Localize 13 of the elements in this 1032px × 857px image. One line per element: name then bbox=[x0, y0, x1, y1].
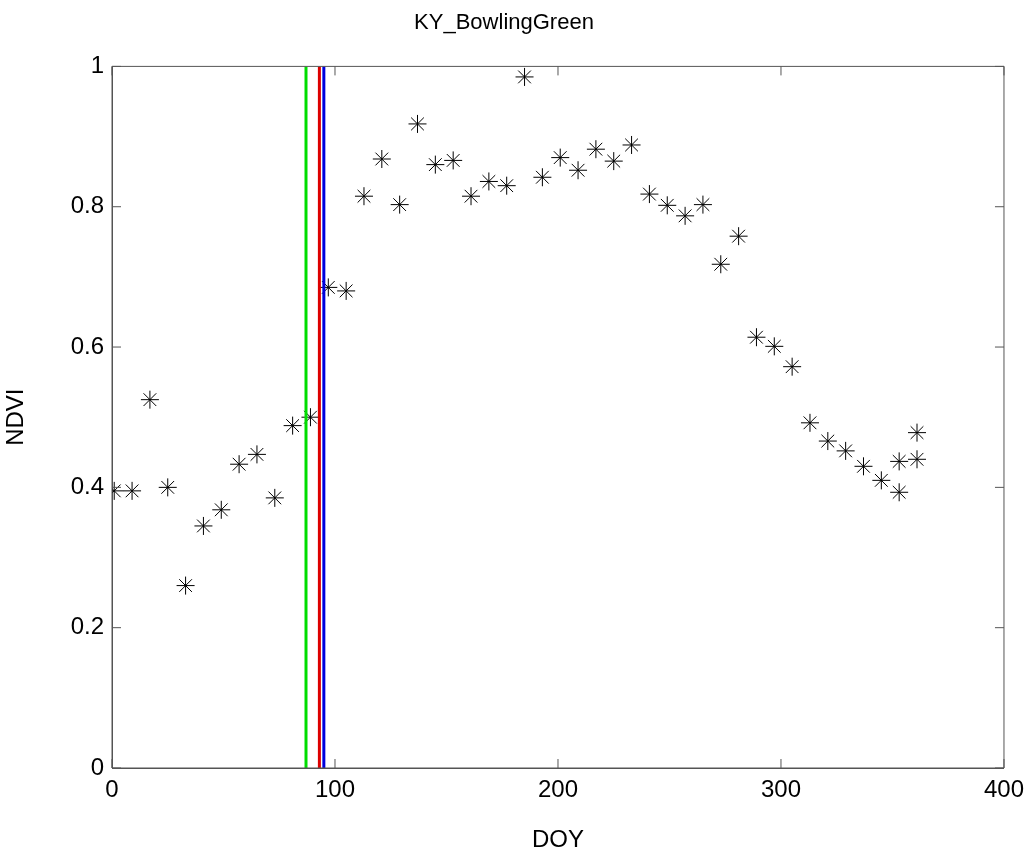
y-tick-label: 0.8 bbox=[70, 191, 104, 219]
x-axis-title: DOY bbox=[531, 825, 584, 853]
y-tick-label: 1 bbox=[90, 51, 104, 79]
chart-title: KY_BowlingGreen bbox=[414, 9, 594, 35]
x-tick-label: 100 bbox=[314, 775, 356, 803]
x-tick-label: 400 bbox=[983, 775, 1024, 803]
y-tick-label: 0 bbox=[90, 752, 104, 780]
y-axis-title: NDVI bbox=[1, 388, 29, 446]
y-tick-label: 0.6 bbox=[70, 331, 104, 359]
x-tick-label: 200 bbox=[537, 775, 579, 803]
x-tick-label: 300 bbox=[760, 775, 802, 803]
y-tick-label: 0.2 bbox=[70, 612, 104, 640]
y-tick-label: 0.4 bbox=[70, 471, 104, 499]
